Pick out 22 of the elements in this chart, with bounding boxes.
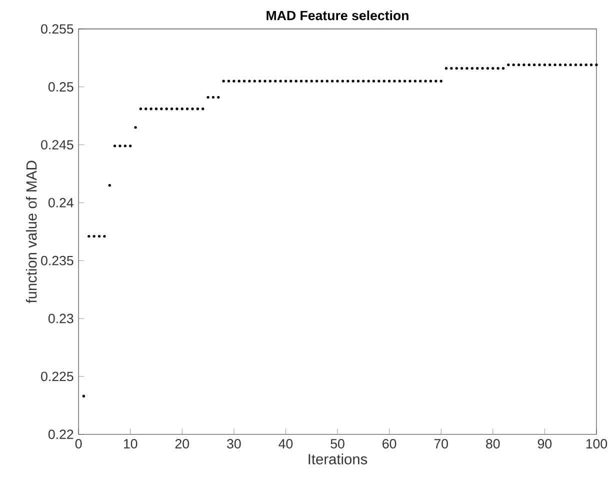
- chart-title: MAD Feature selection: [266, 10, 408, 20]
- x-tick-label: 60: [382, 438, 396, 448]
- y-tick-label: 0.255: [41, 24, 74, 34]
- x-tick-label: 50: [330, 438, 344, 448]
- x-tick-label: 30: [227, 438, 241, 448]
- y-tick-label: 0.24: [48, 198, 74, 208]
- y-tick-label: 0.22: [48, 430, 74, 439]
- y-tick-label: 0.225: [41, 372, 74, 382]
- x-tick-label: 10: [124, 438, 138, 448]
- x-tick-label: 20: [175, 438, 190, 448]
- x-tick-label: 70: [434, 438, 448, 448]
- x-tick-label: 90: [538, 438, 552, 448]
- x-tick-label: 40: [278, 438, 293, 448]
- x-tick-label: 100: [586, 438, 608, 448]
- y-tick-label: 0.23: [48, 314, 74, 324]
- y-axis-title: function value of MAD: [26, 160, 37, 303]
- y-tick-label: 0.25: [48, 82, 74, 92]
- y-tick-label: 0.245: [41, 140, 74, 150]
- x-axis-title: Iterations: [308, 454, 368, 464]
- x-tick-label: 80: [486, 438, 500, 448]
- y-tick-label: 0.235: [41, 256, 74, 266]
- x-tick-label: 0: [75, 438, 82, 448]
